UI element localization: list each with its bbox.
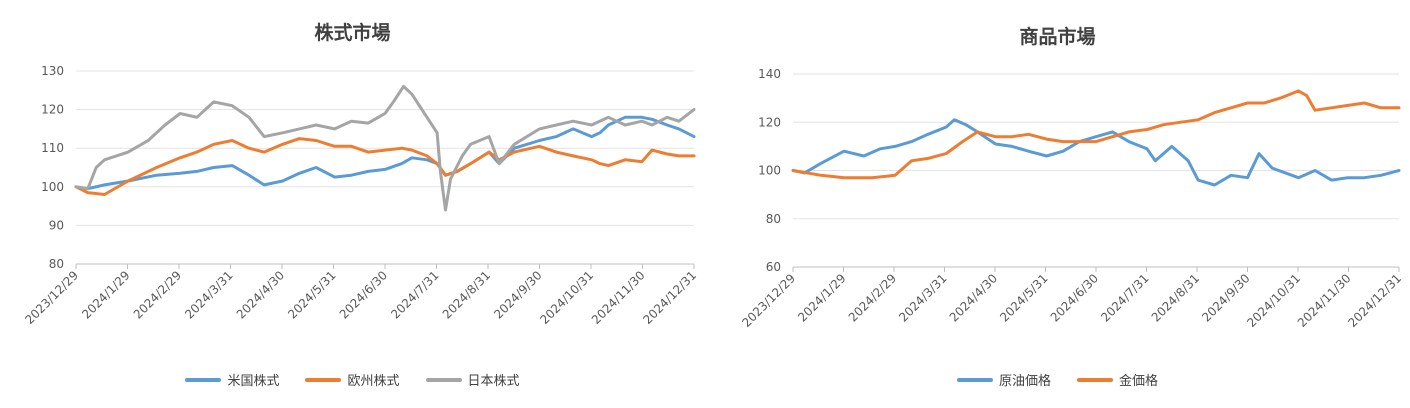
stock-market-plot: 80901001101201302023/12/292024/1/292024/…	[22, 64, 699, 327]
series-line-0	[791, 118, 1401, 187]
legend-item-crude-oil: 原油価格	[956, 370, 1051, 389]
y-tick-label: 100	[758, 164, 781, 178]
legend-item-eu-stocks: 欧州株式	[305, 370, 400, 389]
chart-legend: 原油価格 金価格	[705, 370, 1410, 389]
commodity-market-chart: 商品市場 60 80 100 120 140 2023/12/29 2024/1/29 202…	[705, 0, 1410, 408]
x-tick-label: 2024/7/31	[388, 268, 441, 321]
legend-label: 金価格	[1119, 374, 1159, 389]
legend-label: 米国株式	[227, 374, 280, 389]
x-tick-label: 2024/12/31	[640, 268, 699, 327]
y-tick-label: 110	[41, 141, 64, 155]
x-tick-label: 2023/12/29	[22, 268, 81, 327]
legend-item-us-stocks: 米国株式	[185, 370, 279, 389]
legend-label: 日本株式	[467, 374, 520, 389]
chart-title: 株式市場	[314, 22, 391, 44]
series-line-0	[74, 115, 696, 191]
y-tick-label: 60	[766, 260, 781, 274]
x-tick-label: 2024/8/31	[440, 268, 493, 321]
legend-swatch-oil	[956, 377, 993, 382]
x-tick-label: 2024/1/29	[79, 268, 132, 321]
x-tick-label: 2024/3/31	[182, 268, 235, 321]
legend-item-jp-stocks: 日本株式	[425, 370, 520, 389]
legend-label: 欧州株式	[347, 374, 400, 389]
x-tick-label: 2024/12/31	[1345, 271, 1404, 330]
legend-item-gold: 金価格	[1077, 370, 1158, 389]
commodity-market-plot: 60 80 100 120 140 2023/12/292024/1/292024/2/2…	[739, 67, 1404, 330]
x-tick-label: 2024/2/29	[846, 271, 899, 324]
y-tick-label: 100	[41, 180, 64, 194]
y-tick-label: 130	[41, 64, 64, 78]
x-tick-label: 2023/12/29	[739, 271, 798, 330]
x-tick-label: 2024/4/30	[234, 268, 287, 321]
legend-swatch-gold	[1077, 377, 1113, 382]
x-tick-label: 2024/6/30	[337, 268, 390, 321]
x-tick-label: 2024/5/31	[997, 271, 1050, 324]
y-tick-label: 90	[49, 218, 64, 232]
x-tick-label: 2024/11/30	[589, 268, 648, 327]
chart-title: 商品市場	[1019, 26, 1096, 48]
legend-swatch-eu	[305, 377, 342, 382]
x-tick-label: 2024/3/31	[896, 271, 949, 324]
x-tick-label: 2024/7/31	[1098, 271, 1151, 324]
x-tick-label: 2024/5/31	[285, 268, 338, 321]
legend-label: 原油価格	[998, 374, 1051, 389]
chart-legend: 米国株式 欧州株式 日本株式	[0, 370, 705, 389]
series-line-1	[74, 137, 696, 196]
x-tick-label: 2024/6/30	[1048, 271, 1101, 324]
x-tick-label: 2024/1/29	[795, 271, 848, 324]
x-tick-label: 2024/10/31	[537, 268, 596, 327]
y-tick-label: 80	[766, 212, 781, 226]
x-tick-label: 2024/9/30	[1199, 271, 1252, 324]
x-tick-label: 2024/2/29	[131, 268, 184, 321]
x-tick-label: 2024/4/30	[947, 271, 1000, 324]
x-tick-label: 2024/10/31	[1244, 271, 1303, 330]
y-tick-label: 140	[758, 67, 781, 81]
x-tick-label: 2024/9/30	[491, 268, 544, 321]
series-line-1	[791, 89, 1401, 180]
y-tick-label: 120	[758, 115, 781, 129]
legend-swatch-jp	[425, 377, 462, 382]
y-tick-label: 120	[41, 103, 64, 117]
stock-market-chart: 株式市場 80 90 100 110 120 130 2023/12/29 2024/1/29…	[0, 22, 705, 389]
y-tick-label: 80	[49, 257, 64, 271]
legend-swatch-us	[185, 377, 222, 382]
x-tick-label: 2024/11/30	[1295, 271, 1354, 330]
series-line-2	[74, 84, 696, 212]
x-tick-label: 2024/8/31	[1149, 271, 1202, 324]
